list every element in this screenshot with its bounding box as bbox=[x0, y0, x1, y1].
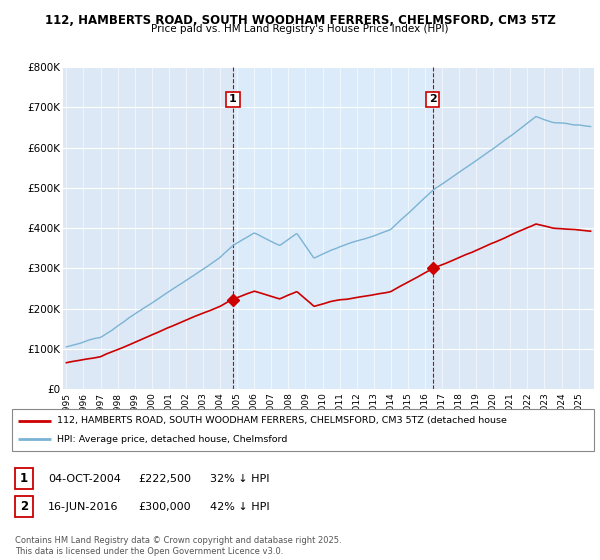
Text: 2: 2 bbox=[20, 500, 28, 514]
Text: 42% ↓ HPI: 42% ↓ HPI bbox=[210, 502, 269, 512]
Text: £222,500: £222,500 bbox=[138, 474, 191, 484]
Text: HPI: Average price, detached house, Chelmsford: HPI: Average price, detached house, Chel… bbox=[57, 435, 287, 444]
Text: 04-OCT-2004: 04-OCT-2004 bbox=[48, 474, 121, 484]
Text: 32% ↓ HPI: 32% ↓ HPI bbox=[210, 474, 269, 484]
Text: 112, HAMBERTS ROAD, SOUTH WOODHAM FERRERS, CHELMSFORD, CM3 5TZ: 112, HAMBERTS ROAD, SOUTH WOODHAM FERRER… bbox=[44, 14, 556, 27]
Text: Price paid vs. HM Land Registry's House Price Index (HPI): Price paid vs. HM Land Registry's House … bbox=[151, 24, 449, 34]
Text: 112, HAMBERTS ROAD, SOUTH WOODHAM FERRERS, CHELMSFORD, CM3 5TZ (detached house: 112, HAMBERTS ROAD, SOUTH WOODHAM FERRER… bbox=[57, 416, 507, 425]
Text: 1: 1 bbox=[229, 95, 237, 104]
Bar bbox=[233, 67, 433, 389]
Text: 16-JUN-2016: 16-JUN-2016 bbox=[48, 502, 119, 512]
Text: 2: 2 bbox=[429, 95, 437, 104]
Text: £300,000: £300,000 bbox=[138, 502, 191, 512]
Text: 1: 1 bbox=[20, 472, 28, 486]
Text: Contains HM Land Registry data © Crown copyright and database right 2025.
This d: Contains HM Land Registry data © Crown c… bbox=[15, 536, 341, 556]
